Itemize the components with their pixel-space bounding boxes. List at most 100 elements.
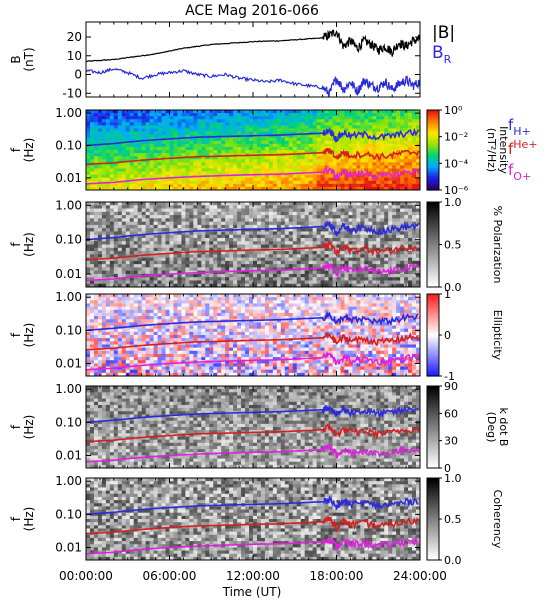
heatmap-cell — [296, 221, 302, 226]
heatmap-cell — [201, 137, 206, 142]
heatmap-cell — [213, 234, 218, 239]
heatmap-cell — [316, 234, 321, 239]
heatmap-cell — [185, 277, 190, 281]
heatmap-cell — [165, 162, 170, 166]
heatmap-cell — [296, 131, 302, 136]
heatmap-cell — [400, 228, 405, 232]
heatmap-cell — [113, 146, 119, 151]
heatmap-cell — [125, 322, 131, 326]
heatmap-cell — [380, 168, 385, 172]
heatmap-cell — [117, 211, 123, 216]
heatmap-cell — [416, 119, 420, 123]
heatmap-cell — [177, 231, 182, 236]
heatmap-cell — [117, 309, 123, 314]
heatmap-cell — [105, 131, 111, 136]
heatmap-cell — [288, 270, 294, 275]
heatmap-cell — [173, 231, 178, 236]
heatmap-cell — [237, 159, 242, 163]
heatmap-cell — [193, 180, 198, 185]
heatmap-cell — [225, 215, 230, 219]
heatmap-cell — [201, 273, 206, 278]
heatmap-cell — [93, 119, 99, 123]
heatmap-cell — [312, 260, 318, 265]
heatmap-cell — [197, 165, 202, 169]
heatmap-cell — [125, 228, 131, 232]
heatmap-cell — [241, 162, 246, 166]
heatmap-cell — [177, 186, 182, 190]
heatmap-cell — [101, 122, 107, 126]
heatmap-cell — [205, 251, 210, 255]
heatmap-cell — [264, 134, 270, 139]
heatmap-cell — [205, 273, 210, 278]
heatmap-cell — [137, 122, 143, 126]
heatmap-cell — [416, 267, 420, 272]
heatmap-cell — [268, 202, 274, 206]
heatmap-cell — [181, 180, 186, 185]
heatmap-cell — [264, 241, 270, 245]
heatmap-cell — [189, 218, 194, 223]
heatmap-cell — [237, 137, 242, 142]
heatmap-cell — [416, 251, 420, 255]
heatmap-cell — [352, 270, 357, 275]
heatmap-cell — [86, 319, 91, 323]
heatmap-cell — [233, 125, 238, 129]
heatmap-cell — [280, 273, 286, 278]
heatmap-cell — [221, 116, 226, 120]
heatmap-cell — [276, 280, 282, 285]
heatmap-cell — [153, 237, 158, 242]
heatmap-cell — [352, 221, 357, 226]
heatmap-cell — [113, 353, 119, 358]
heatmap-cell — [145, 208, 151, 213]
heatmap-cell — [272, 277, 278, 281]
heatmap-cell — [109, 241, 115, 245]
heatmap-cell — [280, 137, 286, 142]
heatmap-cell — [308, 186, 314, 190]
heatmap-cell — [356, 221, 361, 226]
heatmap-cell — [324, 273, 329, 278]
heatmap-cell — [348, 119, 353, 123]
heatmap-cell — [412, 247, 417, 252]
heatmap-cell — [217, 165, 222, 169]
heatmap-cell — [364, 273, 369, 278]
heatmap-cell — [117, 165, 123, 169]
heatmap-cell — [217, 234, 222, 239]
heatmap-cell — [352, 156, 357, 160]
heatmap-cell — [193, 171, 198, 176]
heatmap-cell — [268, 171, 274, 176]
heatmap-cell — [161, 177, 166, 182]
panel-plot-area — [86, 29, 420, 97]
heatmap-cell — [93, 218, 99, 223]
colorbar-swatch — [427, 282, 439, 286]
heatmap-cell — [412, 205, 417, 209]
heatmap-cell — [280, 156, 286, 160]
heatmap-cell — [86, 183, 91, 188]
heatmap-cell — [109, 122, 115, 126]
heatmap-cell — [121, 257, 127, 262]
heatmap-cell — [125, 257, 131, 262]
heatmap-cell — [308, 113, 314, 117]
heatmap-cell — [125, 116, 131, 120]
heatmap-cell — [189, 119, 194, 123]
heatmap-cell — [225, 267, 230, 272]
heatmap-cell — [400, 273, 405, 278]
legend-superscript: He+ — [513, 138, 537, 151]
heatmap-cell — [149, 270, 154, 275]
heatmap-cell — [205, 183, 210, 188]
heatmap-cell — [97, 254, 103, 258]
heatmap-cell — [288, 244, 294, 249]
heatmap-cell — [169, 134, 174, 139]
heatmap-cell — [396, 270, 401, 275]
heatmap-cell — [364, 159, 369, 163]
heatmap-cell — [181, 134, 186, 139]
heatmap-cell — [117, 363, 123, 367]
heatmap-cell — [412, 237, 417, 242]
heatmap-cell — [117, 119, 123, 123]
heatmap-cell — [109, 221, 115, 226]
heatmap-cell — [388, 110, 393, 114]
heatmap-cell — [213, 159, 218, 163]
heatmap-cell — [384, 128, 389, 132]
heatmap-cell — [229, 221, 234, 226]
heatmap-cell — [300, 247, 306, 252]
heatmap-cell — [193, 205, 198, 209]
heatmap-cell — [253, 137, 258, 142]
